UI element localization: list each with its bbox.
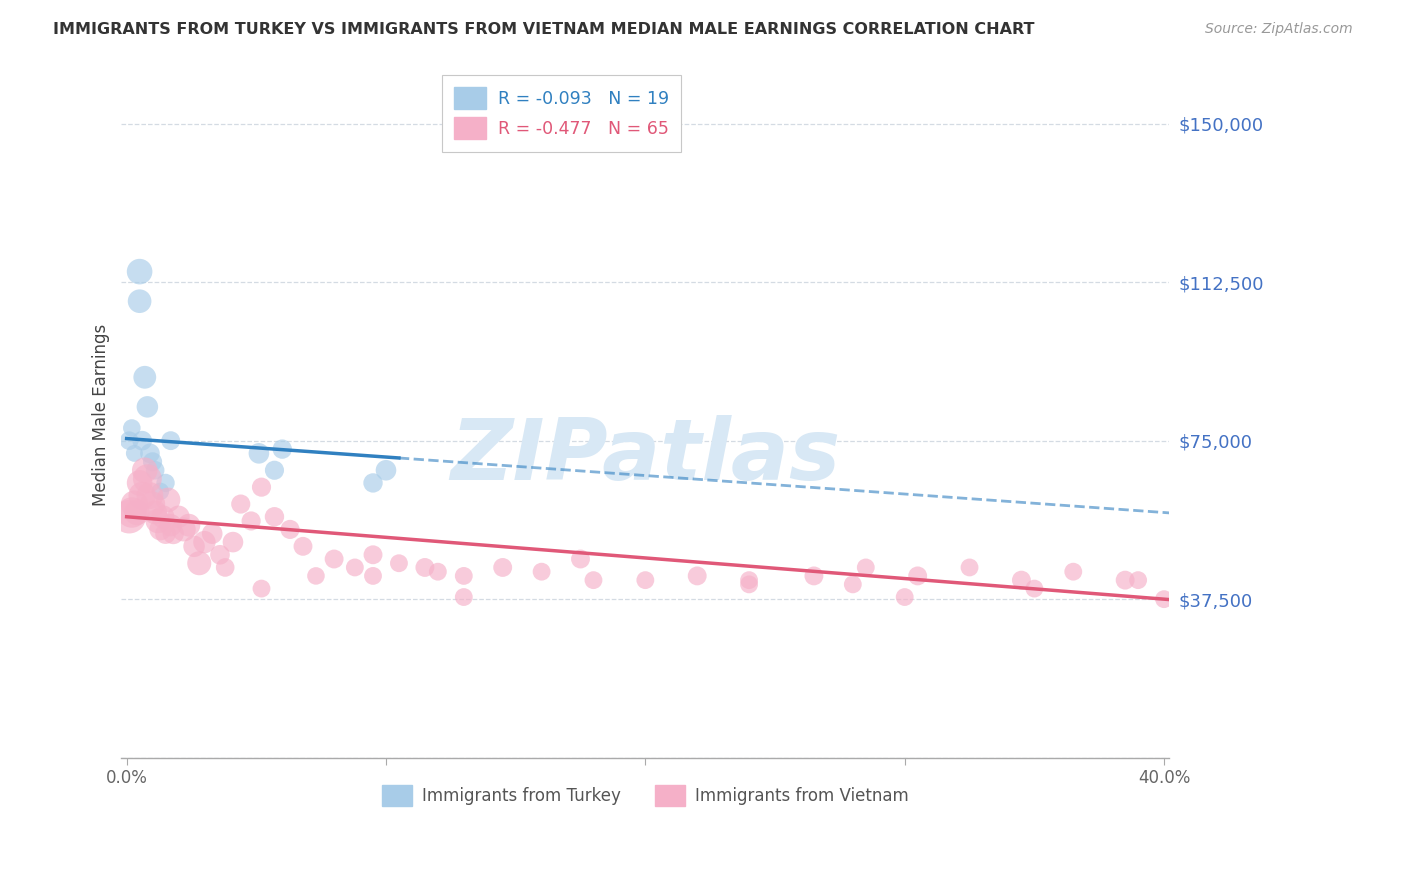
Point (146, 514, 169, 528)
Point (124, 446, 146, 460)
Point (453, 569, 475, 583)
Point (453, 590, 475, 604)
Point (893, 590, 915, 604)
Point (157, 492, 180, 507)
Point (125, 506, 148, 520)
Point (162, 526, 184, 541)
Point (159, 518, 181, 533)
Point (121, 506, 143, 520)
Point (1153, 592, 1175, 607)
Text: IMMIGRANTS FROM TURKEY VS IMMIGRANTS FROM VIETNAM MEDIAN MALE EARNINGS CORRELATI: IMMIGRANTS FROM TURKEY VS IMMIGRANTS FRO… (53, 22, 1035, 37)
Point (959, 560, 981, 574)
Point (250, 480, 273, 494)
Point (247, 446, 270, 460)
Point (229, 497, 252, 511)
Point (375, 463, 398, 477)
Point (291, 539, 314, 553)
Point (1114, 573, 1136, 587)
Point (1024, 582, 1046, 596)
Point (361, 569, 384, 583)
Point (134, 370, 156, 384)
Point (159, 434, 181, 448)
Point (323, 552, 346, 566)
Point (803, 569, 825, 583)
Point (222, 535, 245, 549)
Point (343, 560, 366, 574)
Point (208, 548, 231, 562)
Point (173, 523, 195, 537)
Point (492, 560, 515, 574)
Point (134, 463, 156, 477)
Legend: Immigrants from Turkey, Immigrants from Vietnam: Immigrants from Turkey, Immigrants from … (374, 776, 917, 814)
Point (128, 475, 150, 490)
Point (738, 573, 761, 587)
Point (193, 535, 215, 549)
Point (149, 484, 172, 499)
Point (128, 265, 150, 279)
Point (124, 497, 146, 511)
Point (305, 569, 328, 583)
Point (1062, 565, 1084, 579)
Point (738, 577, 761, 591)
Point (201, 526, 224, 541)
Point (271, 442, 294, 457)
Point (426, 565, 449, 579)
Point (263, 509, 285, 524)
Point (569, 552, 592, 566)
Point (361, 548, 384, 562)
Point (388, 556, 411, 570)
Point (361, 475, 384, 490)
Y-axis label: Median Male Earnings: Median Male Earnings (93, 324, 110, 507)
Point (634, 573, 657, 587)
Point (250, 582, 273, 596)
Point (907, 569, 929, 583)
Point (1010, 573, 1032, 587)
Point (136, 400, 159, 414)
Text: Source: ZipAtlas.com: Source: ZipAtlas.com (1205, 22, 1353, 37)
Point (118, 509, 141, 524)
Point (136, 472, 159, 486)
Point (143, 506, 166, 520)
Point (183, 539, 205, 553)
Point (149, 523, 172, 537)
Point (155, 475, 177, 490)
Point (278, 523, 301, 537)
Point (118, 434, 141, 448)
Point (143, 463, 166, 477)
Point (139, 446, 162, 460)
Point (855, 560, 877, 574)
Point (131, 434, 153, 448)
Point (582, 573, 605, 587)
Point (131, 489, 153, 503)
Text: ZIPatlas: ZIPatlas (450, 415, 841, 498)
Point (413, 560, 436, 574)
Point (155, 526, 177, 541)
Point (842, 577, 865, 591)
Point (167, 509, 190, 524)
Point (142, 497, 165, 511)
Point (263, 463, 285, 477)
Point (142, 455, 165, 469)
Point (177, 518, 200, 533)
Point (121, 421, 143, 435)
Point (214, 560, 236, 574)
Point (152, 509, 174, 524)
Point (686, 569, 709, 583)
Point (240, 514, 263, 528)
Point (530, 565, 553, 579)
Point (128, 294, 150, 309)
Point (139, 489, 162, 503)
Point (1126, 573, 1149, 587)
Point (188, 556, 211, 570)
